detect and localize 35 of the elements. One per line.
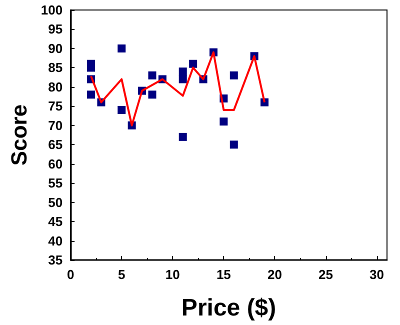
y-tick-label: 40 (48, 233, 63, 248)
point (230, 140, 238, 149)
point (230, 71, 238, 80)
x-tick-label: 30 (370, 267, 384, 282)
y-axis-title: Score (6, 104, 32, 166)
x-tick-label: 10 (165, 267, 180, 282)
point (178, 132, 187, 141)
point (189, 60, 198, 68)
y-tick-label: 100 (40, 2, 63, 18)
y-tick-label: 85 (48, 60, 63, 76)
x-tick-label: 5 (118, 267, 126, 282)
x-tick-label: 15 (216, 267, 231, 282)
y-tick-label: 60 (48, 156, 63, 172)
x-axis-title: Price ($) (181, 294, 276, 322)
x-tick-label: 0 (66, 267, 74, 282)
y-tick-label: 80 (48, 79, 63, 94)
point (220, 118, 228, 126)
y-tick-label: 50 (48, 194, 63, 210)
y-tick-label: 55 (48, 176, 63, 191)
point (178, 75, 187, 84)
point (148, 90, 156, 99)
y-tick-label: 70 (48, 118, 63, 133)
x-tick-label: 25 (318, 267, 333, 282)
x-tick-label: 20 (267, 267, 282, 282)
y-tick-label: 65 (48, 137, 63, 152)
y-tick-label: 45 (48, 214, 63, 230)
y-tick-label: 75 (48, 98, 63, 114)
point (118, 106, 126, 114)
y-tick-label: 95 (48, 22, 63, 37)
y-tick-label: 90 (48, 40, 63, 56)
y-tick-label: 35 (48, 252, 63, 268)
point (178, 68, 187, 76)
point (148, 71, 156, 80)
point (118, 44, 126, 52)
point (87, 90, 96, 99)
